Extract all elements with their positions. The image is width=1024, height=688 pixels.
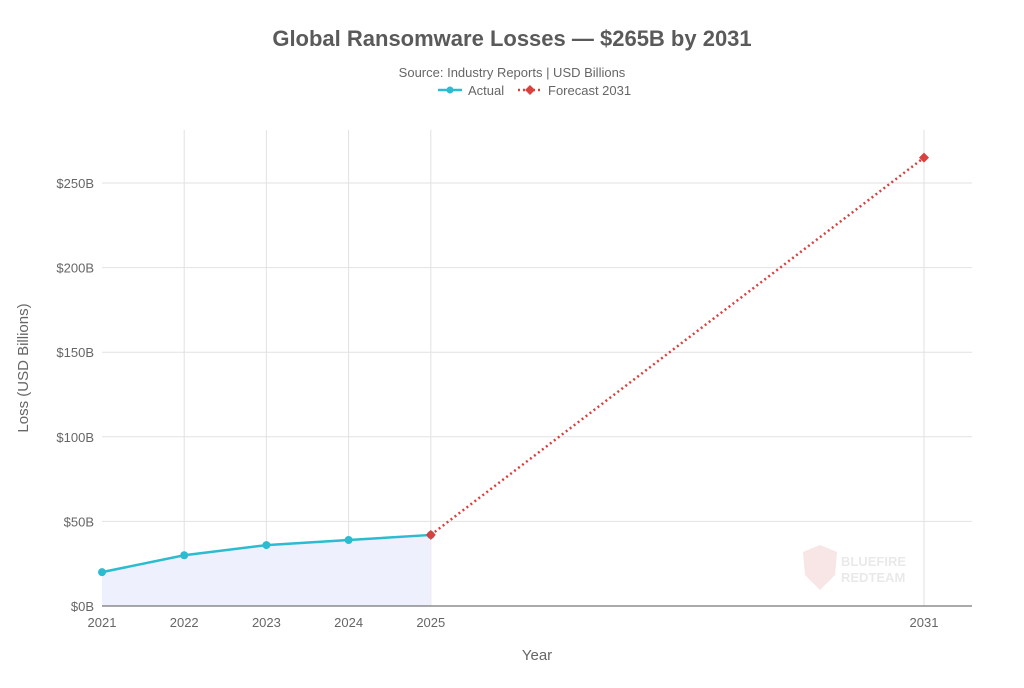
legend: Actual Forecast 2031	[438, 83, 631, 98]
legend-forecast-marker	[525, 85, 535, 95]
actual-point	[262, 541, 271, 550]
legend-forecast-label: Forecast 2031	[548, 83, 631, 98]
x-axis-label: Year	[522, 647, 552, 664]
area-fill	[102, 534, 431, 606]
x-tick-label: 2031	[910, 615, 939, 630]
legend-actual-label: Actual	[468, 83, 504, 98]
y-tick-label: $100B	[56, 430, 94, 445]
actual-point	[344, 536, 353, 545]
x-tick-label: 2022	[170, 615, 199, 630]
x-tick-label: 2021	[88, 615, 117, 630]
forecast-point	[919, 152, 929, 163]
series-forecast-line	[430, 156, 925, 536]
x-tick-label: 2024	[334, 615, 363, 630]
plot-area	[98, 152, 972, 607]
chart-subtitle: Source: Industry Reports | USD Billions	[399, 65, 626, 80]
y-tick-label: $0B	[71, 599, 94, 614]
svg-text:BLUEFIRE: BLUEFIRE	[841, 554, 906, 569]
y-tick-label: $200B	[56, 261, 94, 276]
y-axis-label: Loss (USD Billions)	[15, 303, 32, 432]
svg-text:REDTEAM: REDTEAM	[841, 570, 905, 585]
grid: $0B $50B $100B $150B $200B $250B 2021 2022 2023 2…	[56, 130, 972, 630]
actual-point	[98, 568, 106, 577]
watermark-logo: BLUEFIRE REDTEAM	[803, 545, 906, 590]
x-tick-label: 2025	[416, 615, 445, 630]
y-tick-label: $250B	[56, 176, 94, 191]
y-tick-label: $50B	[64, 514, 94, 529]
forecast-point	[425, 529, 436, 540]
actual-point	[180, 551, 189, 560]
legend-actual-marker	[446, 86, 454, 94]
x-tick-label: 2023	[252, 615, 281, 630]
chart-title: Global Ransomware Losses — $265B by 2031	[272, 26, 751, 51]
y-tick-label: $150B	[56, 345, 94, 360]
